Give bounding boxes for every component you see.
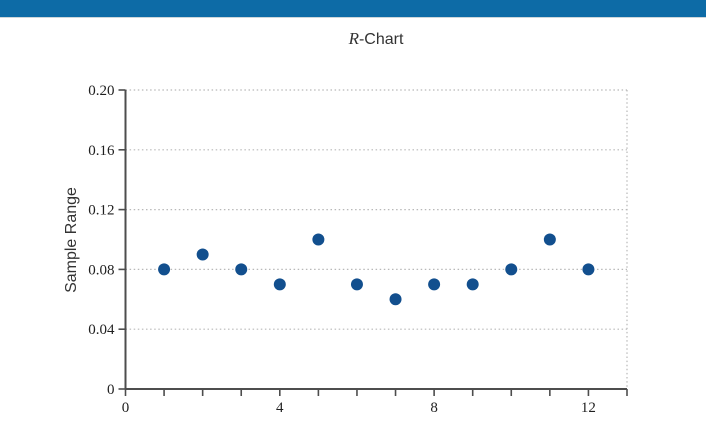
y-axis-tick-label: 0.04: [88, 322, 115, 338]
data-point: [273, 278, 286, 291]
x-axis-tick-label: 8: [430, 400, 438, 416]
chart-title-italic-r: R: [348, 29, 359, 48]
data-point: [428, 278, 441, 291]
y-axis-tick-label: 0: [107, 382, 115, 398]
data-point: [350, 278, 363, 291]
x-axis-tick-label: 12: [581, 400, 596, 416]
header-bar: [0, 0, 706, 18]
data-point: [312, 233, 325, 246]
x-axis-tick-label: 0: [122, 400, 130, 416]
data-point: [582, 263, 595, 276]
data-point: [389, 293, 402, 306]
data-point: [466, 278, 479, 291]
data-point: [505, 263, 518, 276]
data-point: [235, 263, 248, 276]
chart-title-suffix: -Chart: [358, 31, 404, 48]
x-axis-tick-label: 4: [276, 400, 284, 416]
data-point: [158, 263, 171, 276]
data-point: [196, 248, 209, 261]
chart-title: R-Chart: [125, 29, 627, 49]
data-point: [543, 233, 556, 246]
y-axis-tick-label: 0.12: [88, 203, 114, 219]
y-axis-tick-label: 0.16: [88, 143, 115, 159]
y-axis-tick-label: 0.20: [88, 83, 114, 99]
y-axis-tick-label: 0.08: [88, 262, 114, 278]
